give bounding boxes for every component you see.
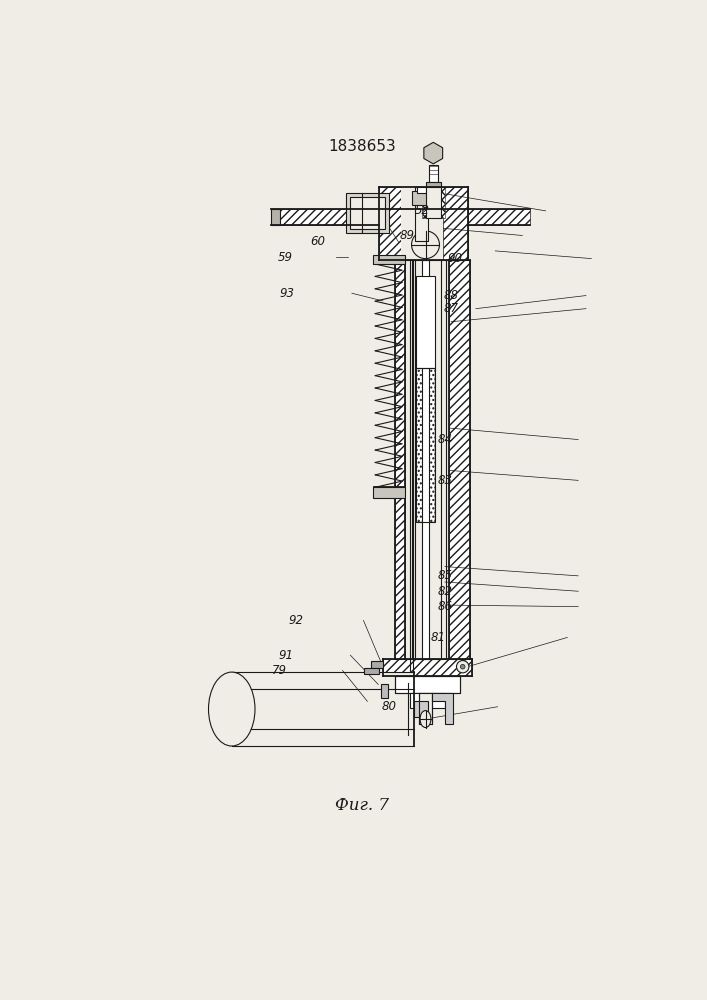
Polygon shape xyxy=(424,142,443,164)
Text: 80: 80 xyxy=(382,700,397,713)
Bar xyxy=(395,676,460,693)
Bar xyxy=(379,187,401,260)
Bar xyxy=(395,676,460,693)
Text: 60: 60 xyxy=(310,235,325,248)
Bar xyxy=(383,659,472,676)
Bar xyxy=(346,193,389,233)
Circle shape xyxy=(460,664,465,669)
Text: 1838653: 1838653 xyxy=(328,139,396,154)
Bar xyxy=(232,672,414,746)
Bar xyxy=(380,684,388,698)
Bar xyxy=(271,209,280,225)
Bar xyxy=(351,197,385,229)
Text: 85: 85 xyxy=(438,569,453,582)
Bar xyxy=(373,487,404,498)
Bar xyxy=(421,187,445,218)
Ellipse shape xyxy=(420,711,431,728)
Bar xyxy=(416,368,435,522)
Bar xyxy=(395,676,460,693)
Bar xyxy=(416,187,428,241)
Ellipse shape xyxy=(209,672,255,746)
Text: 84: 84 xyxy=(438,433,453,446)
Bar xyxy=(428,165,438,182)
Text: 59: 59 xyxy=(277,251,293,264)
Text: 81: 81 xyxy=(431,631,446,644)
Bar xyxy=(449,260,470,659)
Bar xyxy=(419,693,432,724)
Bar xyxy=(363,668,379,674)
Bar xyxy=(443,187,468,260)
Text: 52: 52 xyxy=(414,204,429,217)
Text: Фиг. 7: Фиг. 7 xyxy=(335,797,389,814)
Bar xyxy=(414,701,428,717)
Text: 82: 82 xyxy=(438,585,453,598)
Text: 90: 90 xyxy=(448,252,462,265)
Bar xyxy=(417,187,426,193)
Text: 91: 91 xyxy=(279,649,293,662)
Bar xyxy=(416,368,435,522)
Bar xyxy=(395,260,405,659)
Bar xyxy=(371,661,383,668)
Text: 93: 93 xyxy=(279,287,294,300)
Bar xyxy=(412,191,431,205)
Circle shape xyxy=(457,661,469,673)
Text: 79: 79 xyxy=(272,664,287,677)
Bar xyxy=(373,255,404,264)
Bar xyxy=(468,209,530,225)
Bar xyxy=(426,182,441,187)
Bar xyxy=(421,260,429,659)
Bar xyxy=(274,209,379,225)
Bar xyxy=(401,187,443,260)
Bar xyxy=(416,276,435,368)
Text: 89: 89 xyxy=(399,229,414,242)
Bar xyxy=(426,187,441,218)
Bar xyxy=(406,260,449,659)
Text: 87: 87 xyxy=(443,302,458,315)
Polygon shape xyxy=(432,693,452,724)
Text: 83: 83 xyxy=(438,474,453,487)
Text: 86: 86 xyxy=(438,600,453,613)
Circle shape xyxy=(411,231,440,259)
Text: 88: 88 xyxy=(443,289,458,302)
Text: 92: 92 xyxy=(288,614,303,627)
Bar xyxy=(410,693,445,708)
